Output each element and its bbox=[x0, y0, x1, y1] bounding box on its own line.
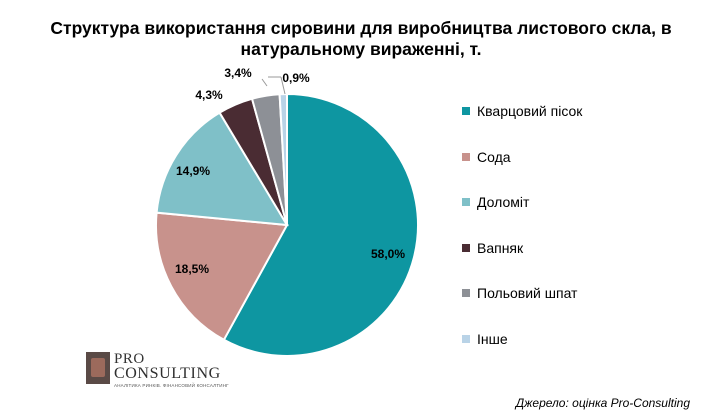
legend-item-0: Кварцовий пісок bbox=[462, 102, 582, 120]
legend-swatch-5 bbox=[462, 334, 470, 343]
data-label-5: 0,9% bbox=[282, 71, 310, 85]
data-label-2: 14,9% bbox=[176, 164, 210, 178]
legend-label-0: Кварцовий пісок bbox=[477, 103, 583, 119]
pie-slice-1 bbox=[155, 211, 289, 342]
data-label-4: 3,4% bbox=[224, 66, 252, 80]
pie-slice-0 bbox=[222, 92, 419, 357]
logo-line-1: PRO bbox=[114, 351, 145, 367]
legend-item-1: Сода bbox=[462, 148, 511, 166]
logo-tagline: АНАЛІТИКА РИНКІВ. ФІНАНСОВИЙ КОНСАЛТИНГ bbox=[114, 383, 229, 388]
legend-label-4: Польовий шпат bbox=[477, 285, 578, 301]
legend-label-1: Сода bbox=[477, 148, 511, 165]
legend-swatch-3 bbox=[462, 243, 470, 252]
pie-slice-2 bbox=[155, 111, 289, 227]
legend-item-3: Вапняк bbox=[462, 239, 523, 257]
legend-swatch-4 bbox=[462, 289, 470, 297]
legend-item-4: Польовий шпат bbox=[462, 284, 577, 302]
chart-title: Структура використання сировини для виро… bbox=[0, 18, 722, 60]
legend-label-5: Інше bbox=[477, 330, 508, 347]
data-label-0: 58,0% bbox=[371, 247, 405, 261]
pro-consulting-logo: PRO CONSULTING АНАЛІТИКА РИНКІВ. ФІНАНСО… bbox=[86, 351, 246, 388]
legend-item-5: Інше bbox=[462, 330, 508, 348]
chart-title-line-1: Структура використання сировини для виро… bbox=[50, 18, 672, 38]
logo-line-2: CONSULTING bbox=[114, 365, 221, 382]
leader-line-0 bbox=[261, 78, 268, 87]
chart-title-line-2: натуральному вираженні, т. bbox=[240, 39, 482, 59]
logo-mark-icon bbox=[86, 352, 110, 384]
leader-line-2 bbox=[280, 76, 286, 95]
legend-item-2: Доломіт bbox=[462, 193, 529, 211]
pie-slice-5 bbox=[278, 92, 288, 226]
legend-swatch-2 bbox=[462, 198, 470, 206]
legend-swatch-0 bbox=[462, 107, 470, 115]
legend-label-3: Вапняк bbox=[477, 239, 524, 256]
legend-swatch-1 bbox=[462, 152, 470, 161]
data-label-3: 4,3% bbox=[195, 88, 223, 102]
data-label-1: 18,5% bbox=[175, 262, 209, 276]
source-note: Джерело: оцінка Pro-Consulting bbox=[515, 396, 690, 410]
legend-label-2: Доломіт bbox=[477, 194, 530, 210]
